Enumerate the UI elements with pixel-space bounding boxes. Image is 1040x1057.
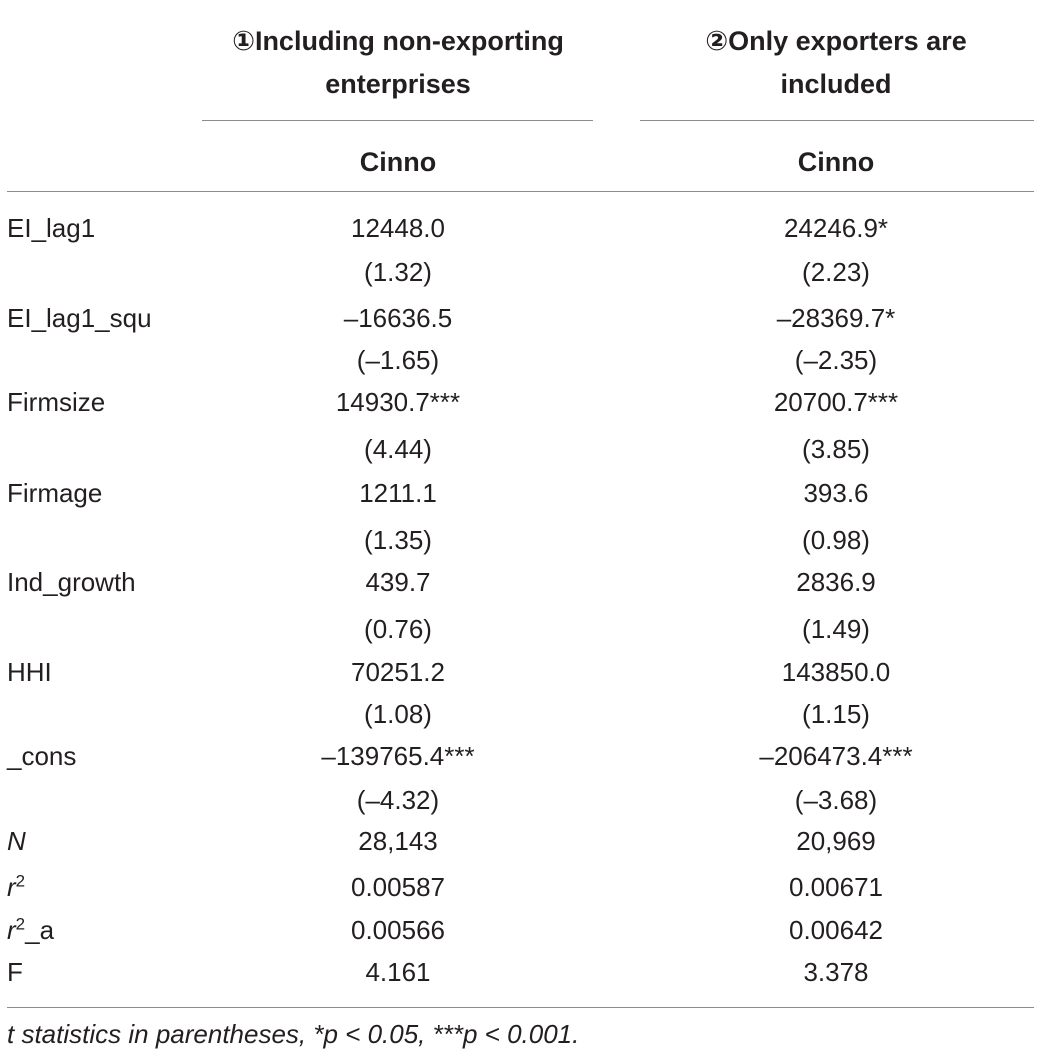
column-2-subheader: Cinno <box>797 147 875 177</box>
table-row: (–1.65) (–2.35) <box>0 339 1040 381</box>
column-header-2: ②Only exporters are included <box>636 20 1036 106</box>
column-1-underline <box>202 120 593 121</box>
table-row: (1.08) (1.15) <box>0 693 1040 735</box>
row-label-suffix: _a <box>25 915 55 945</box>
table-row: HHI 70251.2 143850.0 <box>0 651 1040 693</box>
column-1-subheader: Cinno <box>359 147 437 177</box>
col2-value: 393.6 <box>803 478 869 508</box>
col1-value: (1.32) <box>364 257 432 287</box>
col2-value: 0.00642 <box>789 915 883 945</box>
col1-value: 0.00566 <box>351 915 445 945</box>
col2-value: 0.00671 <box>789 872 883 902</box>
col2-value: 24246.9* <box>783 213 889 243</box>
row-label: r2_a <box>7 909 54 951</box>
row-label: HHI <box>7 657 52 687</box>
col2-value: (–3.68) <box>794 785 878 815</box>
column-header-1-line2: enterprises <box>325 69 471 99</box>
row-label: r2 <box>7 866 25 908</box>
stats-row-r2a: r2_a 0.00566 0.00642 <box>0 909 1040 951</box>
table-bottom-rule <box>7 1007 1034 1008</box>
header-bottom-rule <box>7 191 1034 192</box>
row-label: F <box>7 957 23 987</box>
col1-value: 0.00587 <box>351 872 445 902</box>
stats-row-f: F 4.161 3.378 <box>0 951 1040 993</box>
table-row: Firmsize 14930.7*** 20700.7*** <box>0 381 1040 423</box>
col1-value: –16636.5 <box>343 303 453 333</box>
col2-value: 20,969 <box>796 826 876 856</box>
table-row: (1.32) (2.23) <box>0 251 1040 293</box>
col1-value: 14930.7*** <box>335 387 461 417</box>
col2-value: (1.49) <box>802 614 870 644</box>
stats-row-n: N 28,143 20,969 <box>0 820 1040 862</box>
table-row: (1.35) (0.98) <box>0 519 1040 561</box>
col2-value: (1.15) <box>802 699 870 729</box>
row-label-r-exponent: 2 <box>15 871 26 891</box>
table-row: Firmage 1211.1 393.6 <box>0 472 1040 514</box>
col2-value: 143850.0 <box>781 657 891 687</box>
column-header-1: ①Including non-exporting enterprises <box>200 20 596 106</box>
table-footnote: t statistics in parentheses, *p < 0.05, … <box>7 1019 580 1049</box>
row-label: Ind_growth <box>7 567 136 597</box>
row-label-r: r <box>7 915 16 945</box>
row-label-n: N <box>7 826 26 856</box>
stats-row-r2: r2 0.00587 0.00671 <box>0 866 1040 908</box>
column-header-2-line2: included <box>780 69 892 99</box>
col1-value: (–1.65) <box>356 345 440 375</box>
col1-value: (–4.32) <box>356 785 440 815</box>
row-label: Firmsize <box>7 387 106 417</box>
col1-value: (4.44) <box>364 434 432 464</box>
col1-value: 12448.0 <box>351 213 445 243</box>
row-label: N <box>7 820 26 862</box>
row-label: Firmage <box>7 478 103 508</box>
col1-value: (1.35) <box>364 525 432 555</box>
col1-value: 4.161 <box>365 957 431 987</box>
table-row: _cons –139765.4*** –206473.4*** <box>0 735 1040 777</box>
table-row: EI_lag1_squ –16636.5 –28369.7* <box>0 297 1040 339</box>
table-row: EI_lag1 12448.0 24246.9* <box>0 207 1040 249</box>
column-header-2-line1: ②Only exporters are <box>705 26 967 56</box>
table-row: (4.44) (3.85) <box>0 428 1040 470</box>
column-header-1-line1: ①Including non-exporting <box>232 26 564 56</box>
col2-value: –28369.7* <box>776 303 896 333</box>
col1-value: (0.76) <box>364 614 432 644</box>
col1-value: 70251.2 <box>351 657 445 687</box>
col1-value: –139765.4*** <box>321 741 475 771</box>
col1-value: 439.7 <box>365 567 431 597</box>
col2-value: (0.98) <box>802 525 870 555</box>
col2-value: (–2.35) <box>794 345 878 375</box>
row-label: EI_lag1_squ <box>7 303 152 333</box>
table-row: (0.76) (1.49) <box>0 608 1040 650</box>
col2-value: 3.378 <box>803 957 869 987</box>
row-label-r-exponent: 2 <box>15 914 26 934</box>
row-label: EI_lag1 <box>7 213 96 243</box>
column-2-underline <box>640 120 1034 121</box>
col2-value: (2.23) <box>802 257 870 287</box>
col2-value: –206473.4*** <box>759 741 913 771</box>
col1-value: 28,143 <box>358 826 438 856</box>
row-label-r: r <box>7 872 16 902</box>
col2-value: 20700.7*** <box>773 387 899 417</box>
col2-value: 2836.9 <box>796 567 876 597</box>
table-row: (–4.32) (–3.68) <box>0 779 1040 821</box>
row-label: _cons <box>7 741 77 771</box>
col2-value: (3.85) <box>802 434 870 464</box>
col1-value: (1.08) <box>364 699 432 729</box>
table-row: Ind_growth 439.7 2836.9 <box>0 561 1040 603</box>
col1-value: 1211.1 <box>359 478 437 508</box>
